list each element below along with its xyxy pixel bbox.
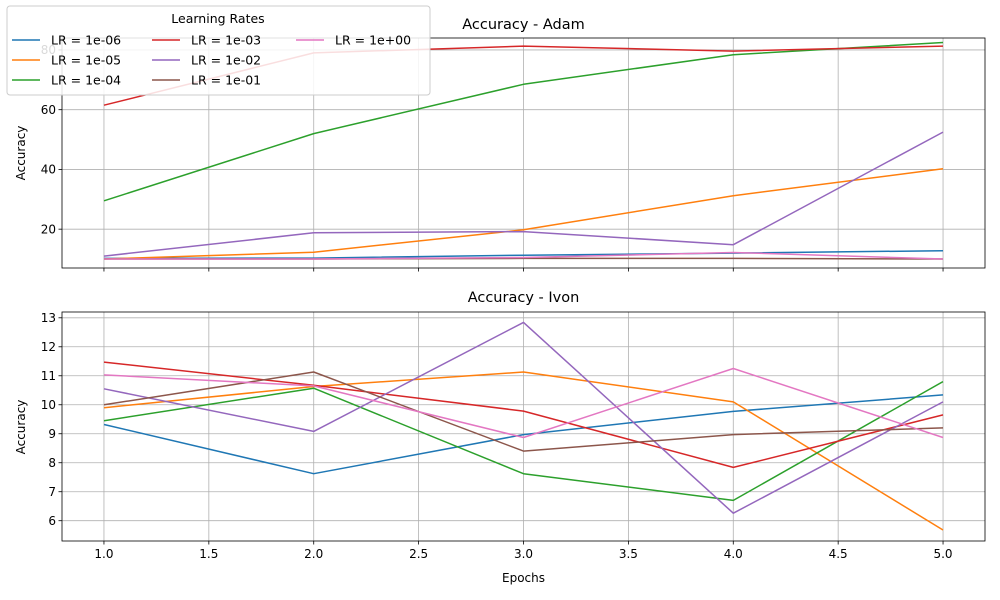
ivon-lines xyxy=(103,321,944,531)
ivon-xtick-label: 2.5 xyxy=(409,547,428,561)
adam-series-lr-1e-02 xyxy=(103,131,944,257)
legend-entries: LR = 1e-06 LR = 1e-05 LR = 1e-04 LR = 1e-03… xyxy=(12,33,411,88)
ivon-xtick-label: 1.5 xyxy=(199,547,218,561)
ivon-series-lr-1e-03 xyxy=(103,361,944,469)
legend-title: Learning Rates xyxy=(171,11,264,26)
adam-series-lr-1e-06 xyxy=(103,249,944,260)
adam-ytick-label: 40 xyxy=(41,163,56,177)
legend-box xyxy=(6,5,431,96)
ivon-ticks: 1.0 1.5 2.0 2.5 3.0 3.5 4.0 4.5 5.0 6 7 8 9 10 11 12 13 xyxy=(41,311,953,561)
ivon-title: Accuracy - Ivon xyxy=(468,290,580,306)
adam-ylabel: Accuracy xyxy=(14,126,28,181)
ivon-xtick-label: 4.5 xyxy=(829,547,848,561)
ivon-ylabel: Accuracy xyxy=(14,400,28,455)
adam-ytick-label: 20 xyxy=(41,222,56,236)
ivon-series-lr-1e-02 xyxy=(103,321,944,514)
ivon-xtick-label: 5.0 xyxy=(933,547,952,561)
adam-series-lr-1e-04 xyxy=(103,41,944,202)
adam-ytick-label: 60 xyxy=(41,103,56,117)
legend-label-lr-1e-06: LR = 1e-06 xyxy=(51,33,121,48)
ivon-ytick-label: 6 xyxy=(48,514,56,528)
adam-series-lr-1e-05 xyxy=(103,168,944,260)
legend-label-lr-1e-00: LR = 1e+00 xyxy=(335,33,411,48)
ivon-ytick-label: 8 xyxy=(48,456,56,470)
ivon-xtick-label: 4.0 xyxy=(724,547,743,561)
ivon-xtick-label: 2.0 xyxy=(304,547,323,561)
ivon-series-lr-1e-05 xyxy=(103,371,944,531)
ivon-series-lr-1e-06 xyxy=(103,394,944,475)
ivon-ytick-label: 10 xyxy=(41,398,56,412)
ivon-xtick-label: 3.5 xyxy=(619,547,638,561)
ivon-grid xyxy=(62,312,985,541)
legend-label-lr-1e-04: LR = 1e-04 xyxy=(51,73,121,88)
ivon-ytick-label: 7 xyxy=(48,485,56,499)
legend-label-lr-1e-01: LR = 1e-01 xyxy=(191,73,261,88)
adam-title: Accuracy - Adam xyxy=(462,17,585,33)
ivon-subplot: 1.0 1.5 2.0 2.5 3.0 3.5 4.0 4.5 5.0678910111213 … xyxy=(14,290,986,585)
legend-label-lr-1e-02: LR = 1e-02 xyxy=(191,53,261,68)
ivon-ytick-label: 12 xyxy=(41,340,56,354)
legend-label-lr-1e-05: LR = 1e-05 xyxy=(51,53,121,68)
ivon-series-lr-1e-04 xyxy=(103,380,944,502)
ivon-xlabel: Epochs xyxy=(502,571,545,585)
ivon-ytick-label: 9 xyxy=(48,427,56,441)
ivon-ytick-label: 11 xyxy=(41,369,56,383)
legend-label-lr-1e-03: LR = 1e-03 xyxy=(191,33,261,48)
ivon-xtick-label: 1.0 xyxy=(94,547,113,561)
adam-series-lr-1e-00 xyxy=(104,251,944,260)
adam-lines xyxy=(103,41,944,260)
ivon-ytick-label: 13 xyxy=(41,311,56,325)
ivon-xtick-label: 3.0 xyxy=(514,547,533,561)
ivon-series-lr-1e-00 xyxy=(103,367,944,439)
